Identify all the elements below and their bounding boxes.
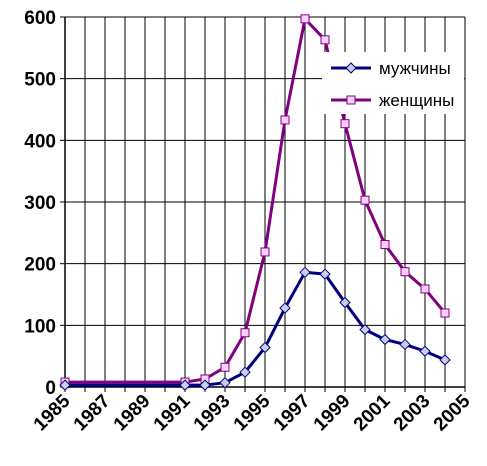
data-point-square <box>280 115 290 125</box>
x-tick-label: 2003 <box>390 391 435 436</box>
data-point-diamond <box>239 366 251 378</box>
legend: мужчины женщины <box>322 52 464 114</box>
y-tick-label: 0 <box>45 378 56 399</box>
data-point-square <box>346 95 356 105</box>
legend-background <box>322 52 464 114</box>
data-point-diamond <box>339 296 351 309</box>
legend-label: мужчины <box>379 59 451 78</box>
y-tick-label: 600 <box>24 8 56 29</box>
data-point-diamond <box>379 333 391 346</box>
x-tick-label: 1997 <box>270 391 315 436</box>
y-tick-label: 200 <box>24 255 56 276</box>
data-point-square <box>340 119 350 129</box>
axes <box>60 16 466 392</box>
data-point-square <box>260 247 270 257</box>
data-point-diamond <box>219 376 231 389</box>
data-point-square <box>420 284 430 294</box>
y-tick-label: 300 <box>24 193 56 214</box>
data-point-diamond <box>319 268 331 280</box>
legend-label: женщины <box>379 91 454 110</box>
data-point-square <box>240 328 250 338</box>
x-tick-label: 1987 <box>70 391 115 436</box>
x-tick-labels: 1985198719891991199319951997199920012003… <box>30 390 475 435</box>
x-tick-label: 2001 <box>350 390 395 435</box>
x-tick-label: 1985 <box>30 390 75 435</box>
x-tick-label: 1989 <box>110 391 155 436</box>
data-point-diamond <box>179 379 191 391</box>
x-tick-label: 1999 <box>310 391 355 436</box>
y-tick-label: 500 <box>24 70 56 91</box>
data-point-diamond <box>199 379 211 391</box>
data-point-square <box>360 195 370 205</box>
data-point-square <box>400 267 410 277</box>
x-tick-label: 1995 <box>230 390 275 435</box>
data-point-diamond <box>345 62 357 74</box>
data-point-diamond <box>259 341 271 354</box>
x-tick-label: 1991 <box>150 390 195 435</box>
data-point-square <box>440 308 450 318</box>
data-point-diamond <box>399 338 411 351</box>
data-point-square <box>220 362 230 372</box>
data-point-square <box>320 35 330 45</box>
data-point-diamond <box>419 345 431 357</box>
data-point-square <box>300 14 310 24</box>
data-point-diamond <box>299 266 311 279</box>
data-point-diamond <box>359 323 371 336</box>
data-point-diamond <box>279 302 291 314</box>
y-tick-label: 100 <box>24 316 56 337</box>
x-tick-label: 2005 <box>430 390 475 435</box>
data-point-square <box>380 240 390 250</box>
series-group <box>59 14 451 391</box>
y-tick-label: 400 <box>24 131 56 152</box>
data-point-diamond <box>439 354 451 366</box>
data-point-diamond <box>59 379 71 391</box>
x-tick-label: 1993 <box>190 391 235 436</box>
y-tick-labels: 0 100 200 300 400 500 600 <box>24 8 56 399</box>
